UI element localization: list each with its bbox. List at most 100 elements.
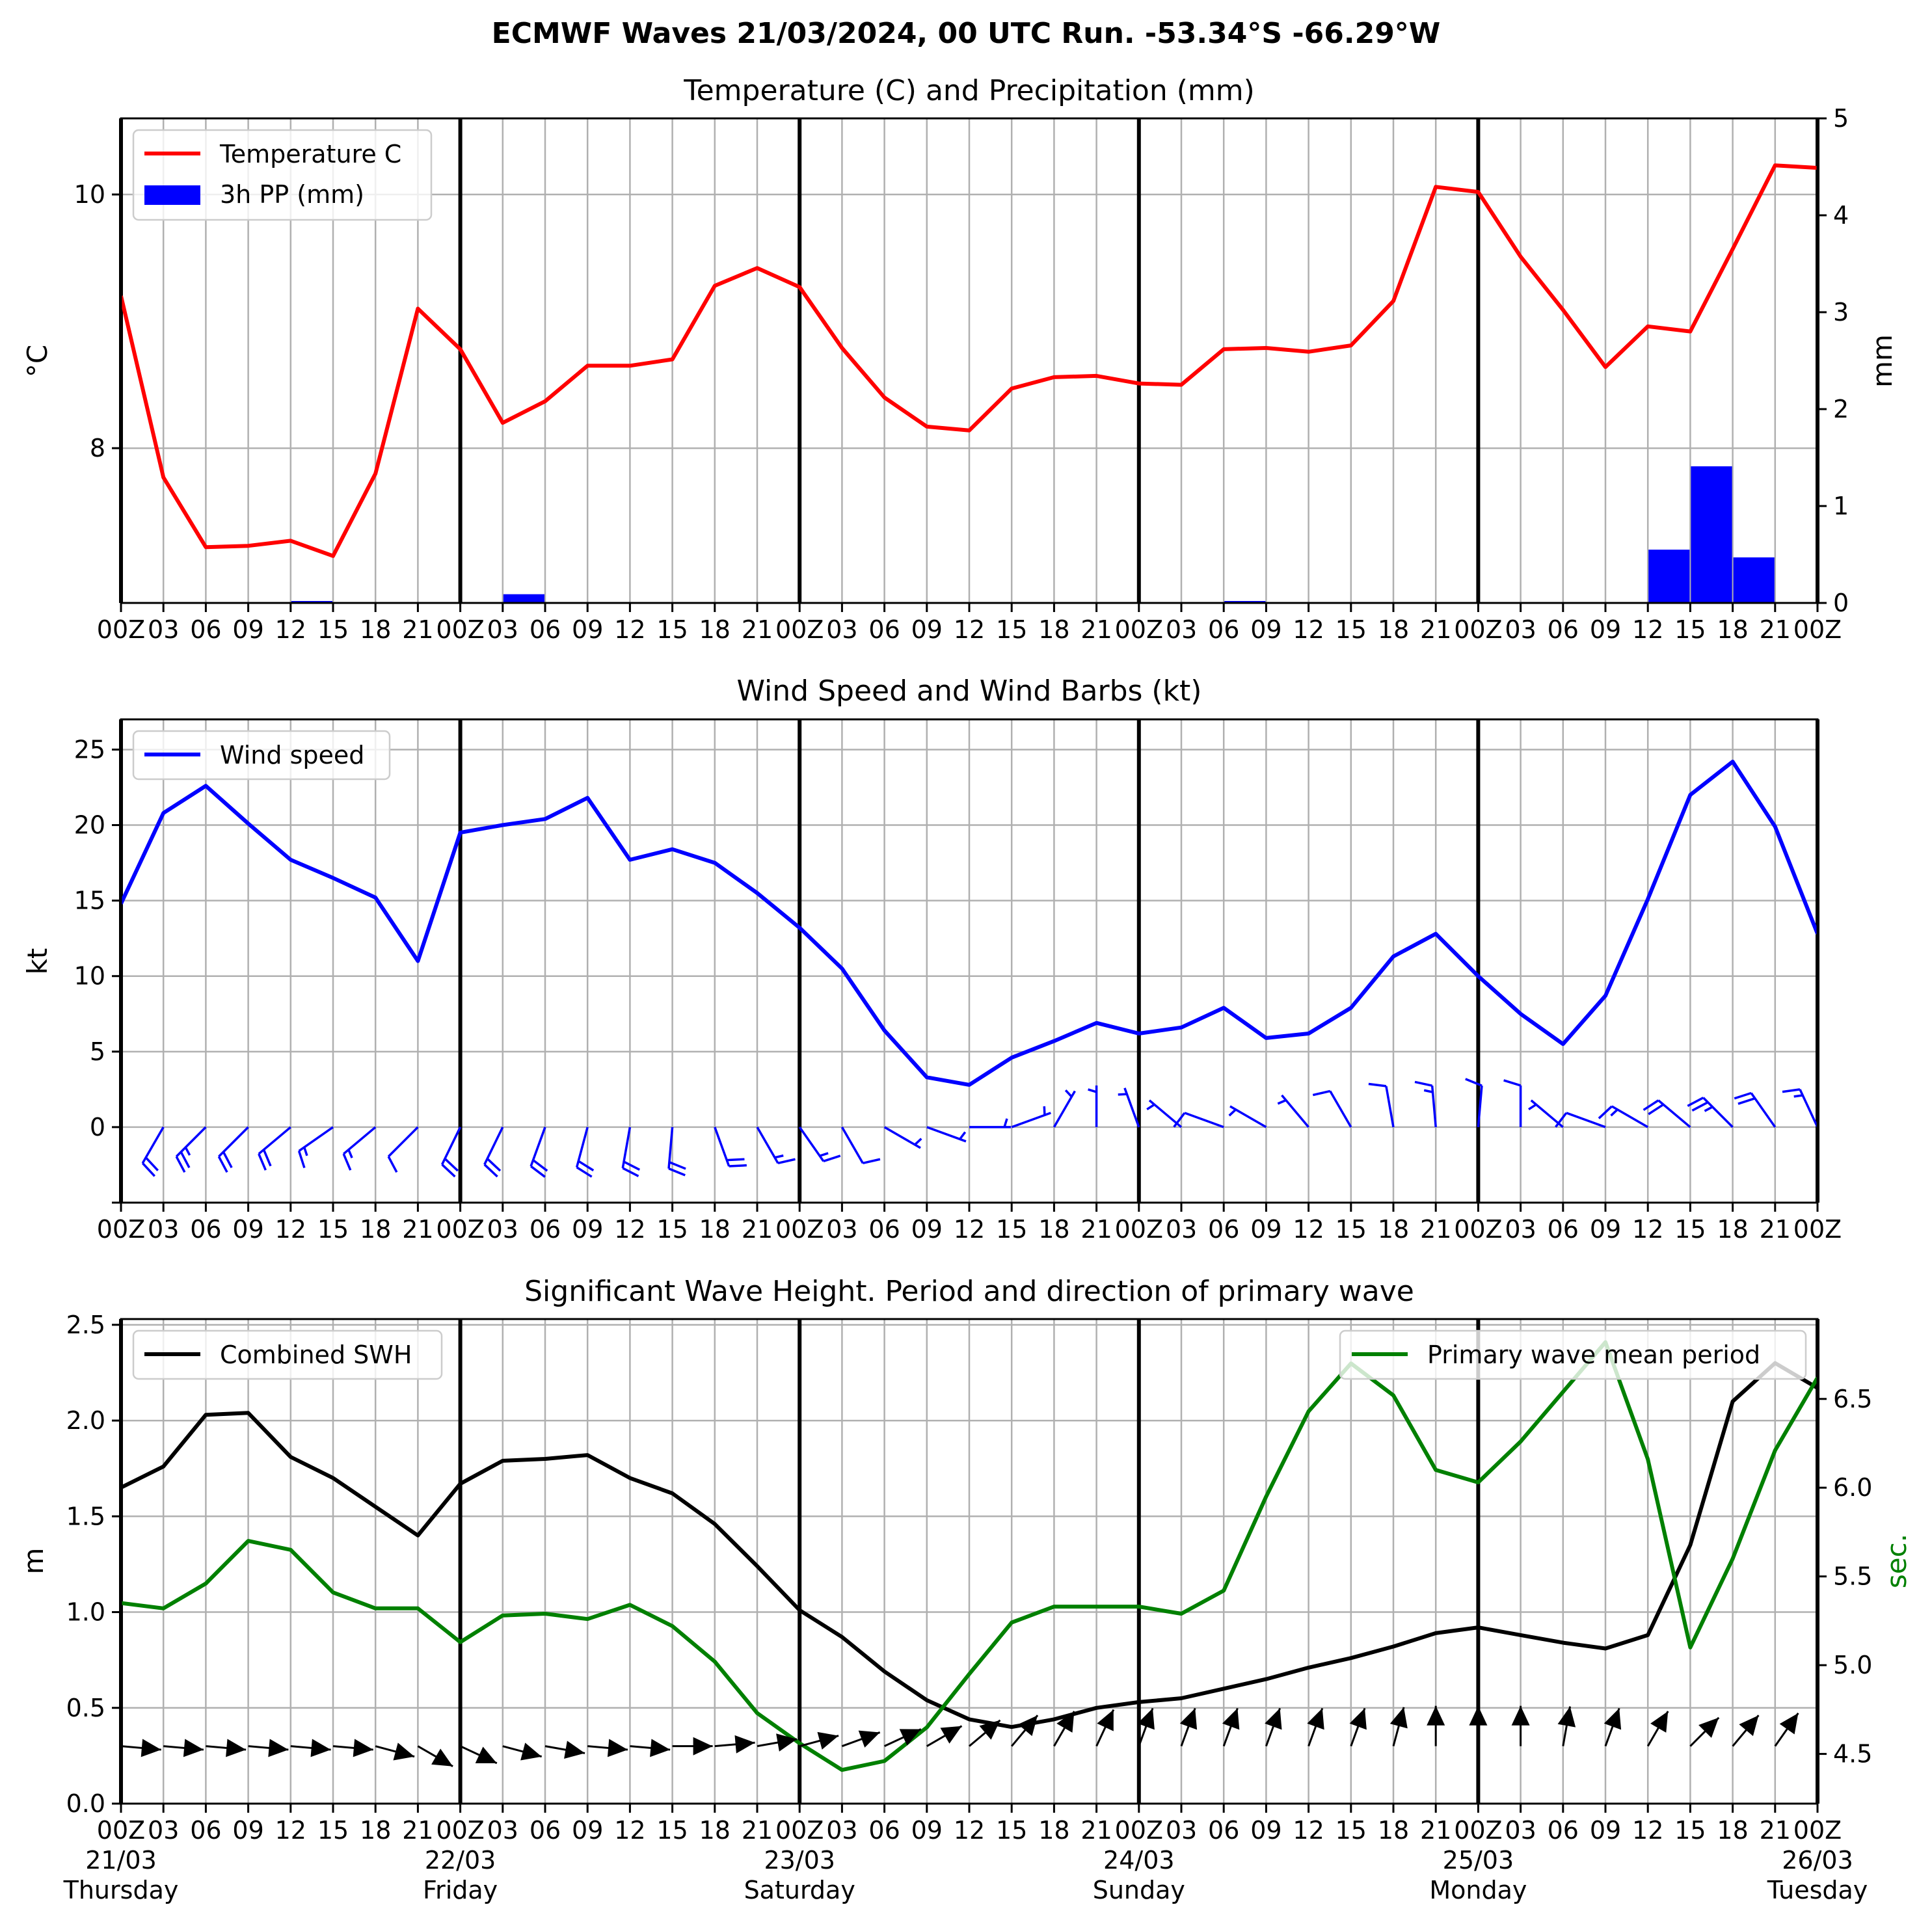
x-tick-label: 06: [530, 1215, 561, 1244]
wind-barb-staff: [1329, 1090, 1352, 1128]
wind-barb-flag: [1312, 1089, 1331, 1097]
wind-barb: [1118, 1088, 1140, 1128]
wave-arrow-head: [1222, 1708, 1240, 1730]
wind-barb: [440, 1127, 462, 1178]
x-tick-label: 15: [317, 1816, 349, 1845]
x-tick-label: 03: [1166, 615, 1197, 644]
y-tick-label: 1.0: [66, 1598, 105, 1627]
temperature-panel-title: Temperature (C) and Precipitation (mm): [683, 74, 1255, 107]
y-tick-label: 0.5: [66, 1694, 105, 1722]
y-tick-label: 0: [90, 1113, 105, 1141]
x-tick-label: 18: [1717, 1816, 1748, 1845]
wind-panel-title: Wind Speed and Wind Barbs (kt): [737, 674, 1202, 708]
wave-arrow-head: [1179, 1708, 1198, 1730]
temperature-lines: [121, 163, 1818, 558]
x-tick-label: 15: [656, 1816, 688, 1845]
x-tick-label: 00Z: [1115, 1215, 1163, 1244]
wind-barb-flag: [1598, 1105, 1613, 1119]
wave-direction-arrow: [630, 1739, 671, 1757]
wave-arrow-head: [1469, 1705, 1488, 1726]
wind-barb-flag: [103, 1164, 116, 1177]
weekday-label: Friday: [423, 1876, 498, 1904]
wind-barb-flag: [823, 1155, 841, 1162]
x-tick-label: 03: [1505, 1816, 1536, 1845]
wind-barb-flag: [1043, 1106, 1046, 1115]
x-tick-label: 12: [1632, 1816, 1663, 1845]
wind-barb: [1643, 1099, 1691, 1128]
wave-direction-arrow: [1349, 1707, 1367, 1747]
wave-arrow-head: [1427, 1705, 1445, 1726]
x-tick-label: 06: [530, 1816, 561, 1845]
x-tick-label: 06: [868, 1816, 900, 1845]
wind-barb-flag: [444, 1158, 459, 1172]
x-tick-label: 09: [232, 1215, 263, 1244]
x-tick-label: 06: [1208, 615, 1239, 644]
wave-arrow-head: [1349, 1708, 1367, 1730]
wind-legend: Wind speed: [132, 730, 391, 781]
wind-barb-flag: [258, 1153, 267, 1171]
wind-barb-flag: [774, 1154, 784, 1159]
x-tick-label: 15: [1674, 615, 1706, 644]
wind-barb-flag: [342, 1153, 352, 1171]
x-tick-label: 21: [1760, 615, 1791, 644]
date-label: 24/03: [1103, 1846, 1175, 1875]
wave-direction-arrow: [502, 1742, 543, 1761]
x-tick-label: 18: [1038, 615, 1069, 644]
x-tick-label: 03: [148, 1816, 179, 1845]
wave-direction-arrow: [1603, 1707, 1622, 1747]
wind-barb-flag: [530, 1165, 546, 1178]
wind-barb-staff: [298, 1126, 334, 1153]
x-tick-label: 03: [826, 615, 857, 644]
x-tick-label: 18: [360, 1215, 391, 1244]
wind-barb-staff: [714, 1127, 731, 1167]
wave-arrow-head: [564, 1741, 585, 1759]
figure-title: ECMWF Waves 21/03/2024, 00 UTC Run. -53.…: [492, 17, 1441, 50]
x-tick-label: 09: [572, 615, 603, 644]
wave-direction-arrow: [121, 1739, 161, 1757]
x-tick-label: 21: [1420, 1816, 1451, 1845]
x-tick-label: 03: [826, 1215, 857, 1244]
wind-barb-staff: [667, 1127, 674, 1169]
x-tick-label: 12: [1293, 615, 1324, 644]
x-tick-label: 15: [1335, 1816, 1367, 1845]
wind-barb-staff: [1477, 1085, 1483, 1128]
wind-barb-flag: [578, 1160, 595, 1172]
wave-arrow-head: [817, 1731, 839, 1750]
wind-barb: [141, 1127, 165, 1177]
precipitation-bar: [1691, 466, 1732, 603]
right-y-tick-label: 6.5: [1833, 1385, 1872, 1413]
temperature-legend-label: Temperature C: [219, 140, 401, 168]
wave-direction-arrow: [1307, 1707, 1324, 1747]
wind-barb: [175, 1126, 207, 1173]
wind-barb: [297, 1126, 334, 1169]
x-tick-label: 03: [1166, 1215, 1197, 1244]
wind-barb-staff: [258, 1126, 291, 1155]
wave-direction-arrow: [1053, 1711, 1075, 1747]
x-tick-label: 00Z: [436, 1816, 484, 1845]
wind-barb: [258, 1126, 291, 1171]
temperature-ticks: 8 10 0 1 2 3 4 5: [74, 104, 1849, 617]
wind-barb-staff: [1702, 1097, 1734, 1128]
wind-barb-staff: [883, 1126, 921, 1149]
x-tick-label: 00Z: [1793, 615, 1842, 644]
wind-barb-staff: [1053, 1090, 1076, 1128]
wind-barb: [1414, 1080, 1437, 1128]
x-tick-label: 12: [614, 1816, 645, 1845]
wave-arrow-head: [858, 1730, 880, 1748]
x-tick-label: 00Z: [1793, 1816, 1842, 1845]
x-tick-label: 18: [1038, 1816, 1069, 1845]
x-tick-label: 15: [996, 1215, 1027, 1244]
wind-barb-staff: [1281, 1094, 1309, 1128]
y-tick-label: 8: [90, 434, 105, 462]
wave-height-y-axis-label: m: [18, 1548, 49, 1575]
wind-panel: Wind Speed and Wind Barbs (kt) 0 5 10 15 20 2…: [21, 674, 1842, 1244]
wave-direction-arrow: [206, 1739, 247, 1757]
right-y-tick-label: 1: [1833, 492, 1849, 520]
wave-x-tick-labels: 00Z 03 06 09 12 15 18 21 00Z 03 06 09 12 15 18 21 00Z 03 0…: [97, 1816, 1842, 1845]
wind-barb-flag: [727, 1158, 745, 1162]
wind-barb-staff: [840, 1127, 864, 1164]
wind-barb-flag: [483, 1164, 498, 1178]
right-y-tick-label: 5.5: [1833, 1562, 1872, 1591]
wind-barb-staff: [387, 1126, 419, 1158]
x-tick-label: 15: [1674, 1816, 1706, 1845]
